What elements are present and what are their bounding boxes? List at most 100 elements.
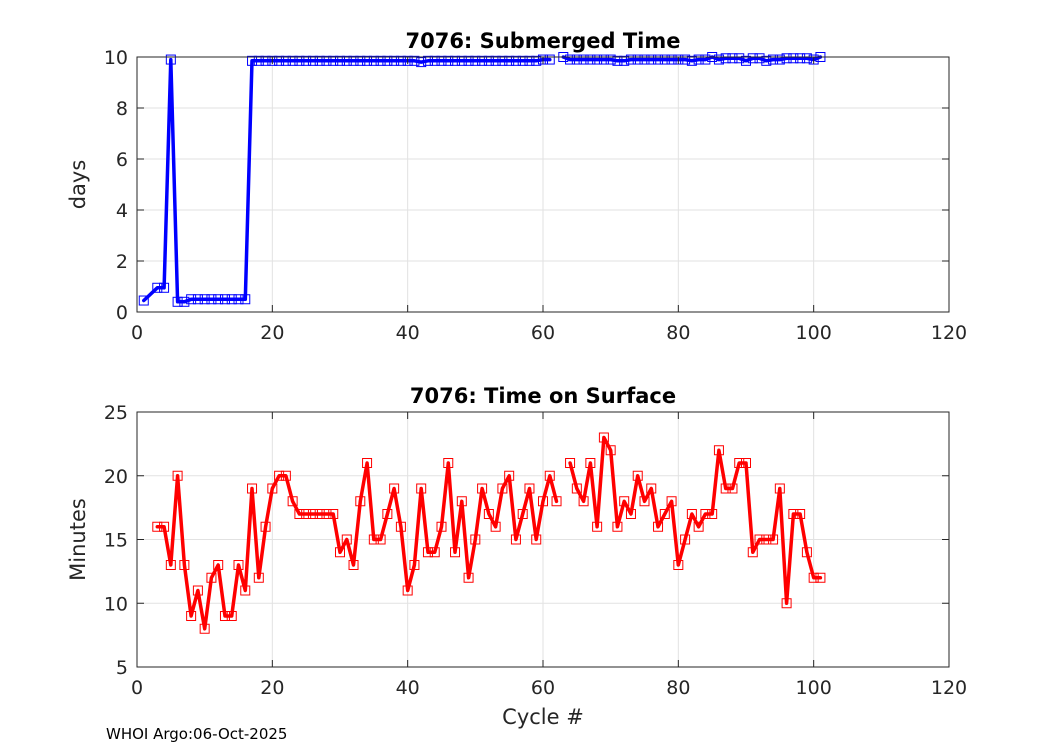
chart1-data-point bbox=[287, 55, 298, 66]
chart2-x-tick-label: 60 bbox=[531, 677, 555, 699]
chart1-data-point bbox=[328, 55, 339, 66]
chart1-y-tick-label: 8 bbox=[116, 98, 128, 120]
chart2-data-point bbox=[355, 496, 366, 507]
chart2-title: 7076: Time on Surface bbox=[410, 384, 676, 408]
chart2-x-tick-label: 100 bbox=[796, 677, 832, 699]
chart1-data-point bbox=[409, 55, 420, 66]
chart1-data-point bbox=[429, 55, 440, 66]
chart2-data-point bbox=[341, 534, 352, 545]
chart2-data-point bbox=[267, 483, 278, 494]
chart1-data-point bbox=[483, 55, 494, 66]
chart2-x-tick-label: 20 bbox=[260, 677, 284, 699]
chart1-data-point bbox=[395, 55, 406, 66]
chart1-data-point bbox=[524, 55, 535, 66]
chart2-data-point bbox=[504, 470, 515, 481]
chart1-data-point bbox=[768, 54, 779, 65]
chart2-data-point bbox=[774, 483, 785, 494]
chart2-data-point bbox=[409, 560, 420, 570]
chart1-data-point bbox=[138, 295, 149, 306]
chart1-data-point bbox=[375, 55, 386, 66]
chart1-data-point bbox=[680, 54, 691, 65]
chart2-data-point bbox=[382, 509, 393, 519]
chart2-data-point bbox=[612, 521, 623, 532]
chart2-data-point bbox=[165, 560, 176, 570]
chart2-data-point bbox=[463, 572, 474, 583]
chart1-x-tick-label: 60 bbox=[531, 322, 555, 344]
chart2-data-point bbox=[274, 470, 285, 481]
chart1-data-point bbox=[774, 54, 785, 65]
chart1-data-point bbox=[267, 55, 278, 66]
chart1-x-tick-label: 20 bbox=[260, 322, 284, 344]
chart2-data-point bbox=[206, 572, 217, 583]
chart1-data-point bbox=[456, 55, 467, 66]
chart1-data-point bbox=[727, 53, 738, 64]
chart1-data-point bbox=[159, 282, 170, 293]
chart1-data-point bbox=[565, 54, 576, 65]
chart1-data-point bbox=[240, 294, 251, 305]
chart1-y-axis-label: days bbox=[66, 160, 90, 210]
chart2-data-point bbox=[605, 445, 616, 456]
chart2-data-point bbox=[673, 560, 684, 570]
chart2-data-point bbox=[693, 521, 704, 532]
chart2-data-point bbox=[592, 521, 603, 532]
chart1-data-point bbox=[619, 55, 630, 66]
chart2-data-point bbox=[375, 534, 386, 545]
chart2-data-point bbox=[686, 509, 697, 519]
chart2-data-point bbox=[314, 509, 325, 519]
chart1-data-point bbox=[693, 54, 704, 65]
chart2-y-tick-label: 20 bbox=[104, 466, 128, 488]
chart2-data-point bbox=[199, 623, 210, 634]
chart2-x-tick-label: 80 bbox=[666, 677, 690, 699]
chart1-data-point bbox=[179, 296, 190, 307]
chart1-data-point bbox=[605, 54, 616, 65]
chart2-data-point bbox=[571, 483, 582, 494]
chart1-data-point bbox=[382, 55, 393, 66]
chart2-data-point bbox=[653, 521, 664, 532]
chart2-y-tick-label: 25 bbox=[104, 402, 128, 424]
chart1-data-point bbox=[625, 54, 636, 65]
chart1-data-point bbox=[720, 53, 731, 64]
chart2-data-point bbox=[348, 560, 359, 570]
chart1-data-point bbox=[226, 294, 237, 305]
chart2-data-point bbox=[294, 509, 305, 519]
chart2-data-point bbox=[747, 547, 758, 558]
chart1-data-point bbox=[260, 55, 271, 66]
chart1-data-point bbox=[646, 54, 657, 65]
chart2-data-point bbox=[517, 509, 528, 519]
chart2-data-point bbox=[456, 496, 467, 507]
chart1-data-point bbox=[443, 55, 454, 66]
chart2-data-point bbox=[713, 445, 724, 456]
chart1-data-point bbox=[741, 55, 751, 66]
chart1-y-tick-label: 2 bbox=[116, 251, 128, 273]
chart2-data-point bbox=[159, 521, 170, 532]
chart2-data-point bbox=[450, 547, 461, 558]
chart2-data-point bbox=[240, 585, 251, 596]
chart2-data-point bbox=[362, 458, 373, 468]
chart2-data-point bbox=[801, 547, 812, 558]
chart2-y-tick-label: 15 bbox=[104, 530, 128, 552]
chart2-data-point bbox=[307, 509, 318, 519]
chart2-group: 0 20 40 60 80 100 120 5 10 15 20 25 7076: Time on Su… bbox=[66, 384, 967, 729]
chart2-data-point bbox=[226, 611, 237, 621]
chart1-data-point bbox=[686, 55, 697, 66]
chart1-data-point bbox=[477, 55, 488, 66]
chart1-data-point bbox=[761, 55, 772, 66]
chart1-data-point bbox=[206, 294, 217, 305]
chart2-data-point bbox=[192, 585, 203, 596]
chart2-data-point bbox=[172, 470, 183, 481]
chart1-data-point bbox=[632, 54, 643, 65]
chart2-data-point bbox=[280, 470, 291, 481]
chart1-data-point bbox=[186, 294, 197, 305]
chart2-data-point bbox=[795, 509, 806, 519]
chart1-data-point bbox=[450, 55, 461, 66]
chart1-data-point bbox=[274, 55, 285, 66]
chart1-data-point bbox=[280, 55, 291, 66]
chart1-data-point bbox=[402, 55, 413, 66]
chart1-data-point bbox=[490, 55, 501, 66]
chart1-data-point bbox=[389, 55, 400, 66]
chart2-data-point bbox=[598, 432, 609, 443]
chart1-data-point bbox=[307, 55, 318, 66]
chart1-data-point bbox=[192, 294, 203, 305]
chart1-data-point bbox=[470, 55, 481, 66]
